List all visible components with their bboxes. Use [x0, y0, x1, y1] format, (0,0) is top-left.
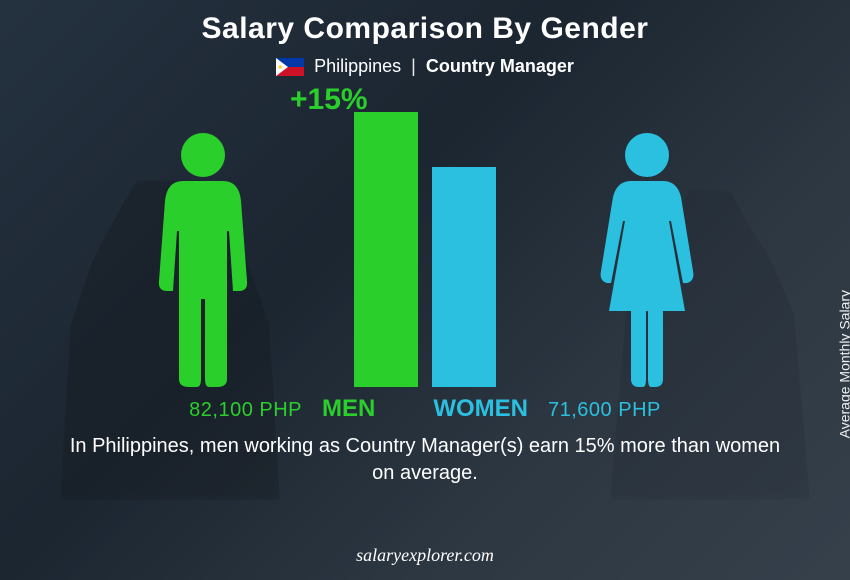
- bar-men: [354, 112, 418, 387]
- role-name: Country Manager: [426, 56, 574, 77]
- subtitle-row: Philippines | Country Manager: [276, 56, 574, 77]
- male-figure-icon: [153, 131, 253, 387]
- philippines-flag-icon: [276, 58, 304, 76]
- country-name: Philippines: [314, 56, 401, 77]
- men-label: MEN: [322, 395, 375, 423]
- women-salary: 71,600 PHP: [548, 399, 661, 422]
- infographic-content: Salary Comparison By Gender Philippines …: [0, 0, 850, 580]
- site-credit: salaryexplorer.com: [356, 545, 494, 566]
- chart-area: +15% 82,100 PHP MEN WOMEN 71,600 PHP: [115, 83, 735, 423]
- separator: |: [411, 56, 416, 77]
- bar-group: [354, 112, 496, 387]
- men-salary: 82,100 PHP: [189, 399, 302, 422]
- y-axis-label: Average Monthly Salary: [836, 290, 850, 438]
- bar-women: [432, 167, 496, 387]
- labels-row: 82,100 PHP MEN WOMEN 71,600 PHP: [115, 395, 735, 423]
- female-figure-icon: [597, 131, 697, 387]
- women-label: WOMEN: [433, 395, 528, 423]
- page-title: Salary Comparison By Gender: [202, 12, 649, 46]
- caption-text: In Philippines, men working as Country M…: [65, 433, 785, 487]
